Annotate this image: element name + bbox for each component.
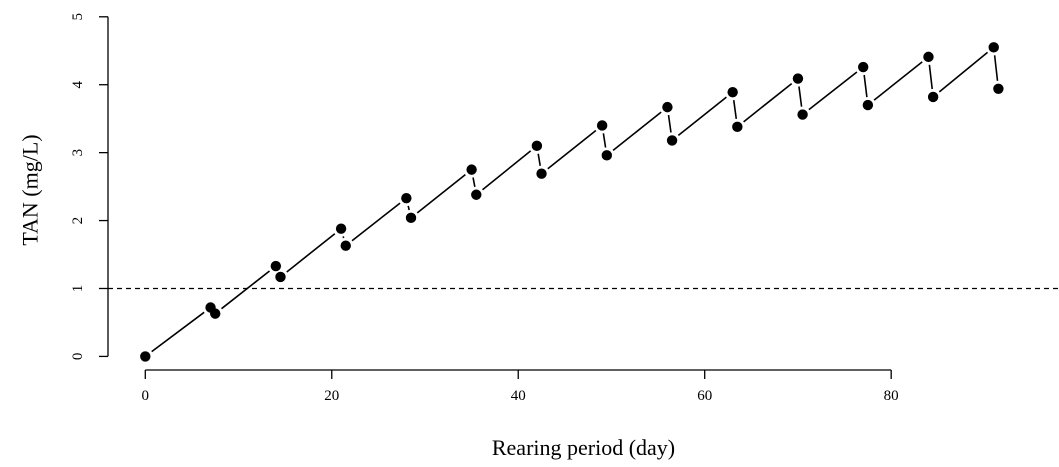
y-axis-title: TAN (mg/L) <box>18 134 43 245</box>
y-tick-label: 2 <box>70 217 86 225</box>
data-point <box>662 101 673 113</box>
series-segment <box>743 82 793 123</box>
series-segment <box>407 205 410 211</box>
data-point <box>927 91 939 103</box>
data-point <box>401 192 412 204</box>
data-point <box>601 150 613 161</box>
data-point <box>335 223 347 234</box>
series-segment <box>416 173 466 214</box>
x-tick-label: 0 <box>142 388 150 404</box>
series-segment <box>351 202 401 242</box>
y-tick-label: 5 <box>70 13 86 21</box>
data-point <box>270 260 282 272</box>
axes: 0 20 40 60 80 0 1 2 3 4 5 <box>70 13 899 404</box>
series-segment <box>221 270 271 310</box>
y-tick-label: 3 <box>70 149 86 157</box>
data-point <box>993 83 1004 94</box>
y-tick-label: 4 <box>70 80 86 88</box>
data-point <box>988 42 999 53</box>
data-point <box>596 120 608 131</box>
plot-area <box>108 42 1059 362</box>
x-tick-label: 80 <box>884 388 899 404</box>
series-segment <box>547 129 597 170</box>
data-point <box>531 140 543 152</box>
data-point <box>210 308 221 319</box>
data-point <box>466 164 477 175</box>
data-point <box>862 99 874 111</box>
series-segment <box>537 153 542 166</box>
series-segment <box>667 114 672 133</box>
data-point <box>536 168 547 179</box>
data-point <box>140 351 151 362</box>
series-segment <box>151 311 205 353</box>
series-segment <box>482 150 532 191</box>
series-segment <box>863 74 868 98</box>
series-segment <box>612 111 662 152</box>
data-point <box>732 121 743 133</box>
y-tick-label: 1 <box>70 285 86 293</box>
data-point <box>405 212 417 224</box>
series-segment <box>938 51 989 93</box>
x-tick-label: 40 <box>511 388 526 404</box>
data-point <box>471 189 482 200</box>
x-axis-title: Rearing period (day) <box>492 435 675 460</box>
series-segment <box>798 86 803 107</box>
series-segment <box>928 64 934 90</box>
series-segment <box>472 177 476 188</box>
y-tick-label: 0 <box>70 353 86 361</box>
data-point <box>727 86 738 98</box>
series-segment <box>873 61 923 101</box>
data-point <box>666 135 678 146</box>
data-point <box>792 73 804 84</box>
data-point <box>858 61 869 73</box>
series-segment <box>602 133 607 148</box>
series-segment <box>732 100 738 120</box>
data-point <box>797 109 808 120</box>
series-segment <box>677 96 727 137</box>
data-point <box>275 271 286 283</box>
data-point <box>923 51 934 63</box>
x-tick-label: 60 <box>697 388 712 404</box>
series-segment <box>808 71 858 111</box>
series-segment <box>993 55 999 81</box>
series-segment <box>286 233 336 273</box>
x-tick-label: 20 <box>324 388 339 404</box>
data-point <box>340 240 351 251</box>
